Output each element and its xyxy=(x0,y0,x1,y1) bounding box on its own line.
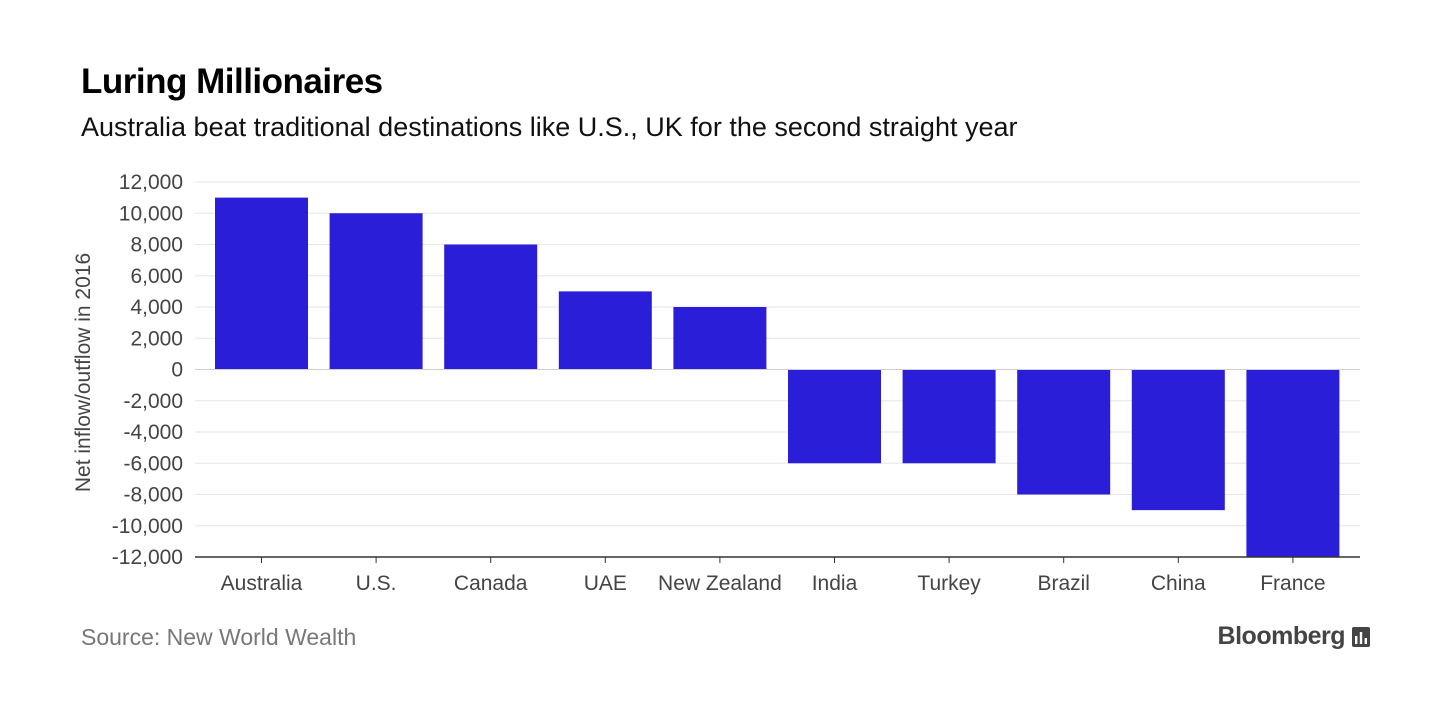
chart-title: Luring Millionaires xyxy=(81,62,383,101)
brand-logo: Bloomberg xyxy=(1218,622,1370,651)
x-tick-labels: Australia U.S. Canada UAE New Zealand India Tu… xyxy=(221,572,1326,595)
bar-turkey xyxy=(902,369,996,464)
x-tick-label: New Zealand xyxy=(658,572,782,595)
chart-subtitle: Australia beat traditional destinations … xyxy=(81,112,1018,142)
x-tick-label: UAE xyxy=(584,572,627,595)
y-tick-label: -10,000 xyxy=(112,515,183,538)
source-note: Source: New World Wealth xyxy=(81,624,357,650)
y-tick-label: 12,000 xyxy=(119,171,183,194)
y-tick-label: -8,000 xyxy=(123,484,183,507)
y-tick-label: -12,000 xyxy=(112,546,183,569)
y-tick-labels: 12,000 10,000 8,000 6,000 4,000 2,000 0 -2,000 -… xyxy=(112,171,183,569)
bar-australia xyxy=(215,197,308,370)
y-tick-label: -2,000 xyxy=(123,390,183,413)
bar-china xyxy=(1131,369,1225,511)
x-tick-label: France xyxy=(1260,572,1325,595)
bar-u-s xyxy=(329,213,423,370)
y-tick-label: 10,000 xyxy=(119,202,183,225)
y-tick-label: 8,000 xyxy=(130,234,183,257)
x-tick-label: Australia xyxy=(221,572,303,595)
bar-new-zealand xyxy=(673,307,767,370)
bar-india xyxy=(788,369,881,464)
bars xyxy=(215,197,1340,557)
x-tick-label: China xyxy=(1151,572,1206,595)
bar-brazil xyxy=(1017,369,1111,495)
bar-france xyxy=(1246,369,1340,557)
x-tick-label: Brazil xyxy=(1037,572,1090,595)
y-tick-label: 6,000 xyxy=(130,265,183,288)
x-tick-label: Canada xyxy=(454,572,528,595)
axes xyxy=(195,369,1360,563)
y-tick-label: -4,000 xyxy=(123,421,183,444)
bar-uae xyxy=(558,291,652,370)
x-tick-label: Turkey xyxy=(917,572,981,595)
y-tick-label: 2,000 xyxy=(130,327,183,350)
y-tick-label: 0 xyxy=(171,359,183,382)
y-tick-label: -6,000 xyxy=(123,452,183,475)
bar-chart-icon xyxy=(1352,626,1370,647)
y-axis-label: Net inflow/outflow in 2016 xyxy=(72,253,95,492)
x-tick-label: India xyxy=(812,572,858,595)
x-tick-label: U.S. xyxy=(356,572,397,595)
brand-name: Bloomberg xyxy=(1217,622,1346,650)
bar-canada xyxy=(444,244,538,370)
y-tick-label: 4,000 xyxy=(130,296,183,319)
